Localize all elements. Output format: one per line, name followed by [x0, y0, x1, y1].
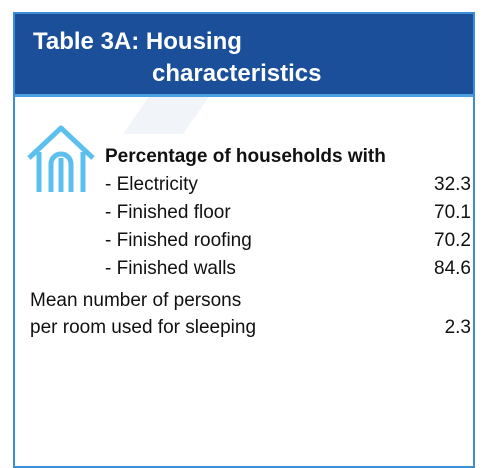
title-line: characteristics: [152, 60, 322, 87]
header: Table 3A: Housing characteristics: [15, 14, 473, 97]
row-value: 84.6: [434, 258, 471, 279]
section-heading: Percentage of households with: [105, 146, 386, 167]
row-value: 70.1: [434, 202, 471, 223]
table-panel: Table 3A: Housing characteristics Percen…: [13, 12, 475, 468]
row-label: - Finished roofing: [105, 230, 252, 251]
house-icon: [27, 125, 95, 192]
title-line: Table 3A: Housing: [33, 28, 242, 55]
row-label: - Finished walls: [105, 258, 236, 279]
mean-label: per room used for sleeping: [30, 317, 257, 338]
mean-value: 2.3: [444, 317, 471, 338]
row-value: 32.3: [434, 174, 471, 195]
row-value: 70.2: [434, 230, 471, 251]
mean-label: Mean number of persons: [30, 290, 242, 311]
row-label: - Finished floor: [105, 202, 231, 223]
row-label: - Electricity: [105, 174, 198, 195]
